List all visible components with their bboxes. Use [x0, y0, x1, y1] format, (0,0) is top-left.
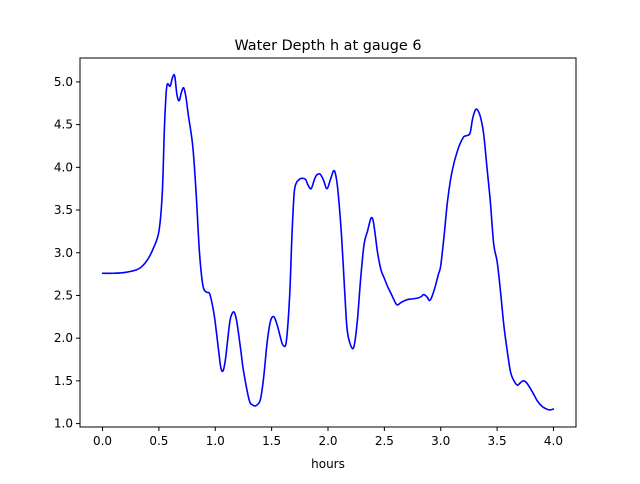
x-tick-label: 0.0 [93, 434, 112, 448]
x-tick-label: 1.0 [206, 434, 225, 448]
x-tick-label: 2.0 [318, 434, 337, 448]
plot-area-frame [79, 57, 577, 428]
x-axis: 0.0 0.5 1.0 1.5 2.0 2.5 3.0 3.5 4.0 [93, 427, 563, 448]
y-tick-label: 3.0 [54, 246, 73, 260]
x-tick-label: 0.5 [149, 434, 168, 448]
y-axis: 1.0 1.5 2.0 2.5 3.0 3.5 4.0 4.5 5.0 [54, 75, 80, 431]
x-tick-label: 1.5 [262, 434, 281, 448]
y-tick-label: 3.5 [54, 203, 73, 217]
y-tick-label: 1.5 [54, 374, 73, 388]
y-tick-label: 5.0 [54, 75, 73, 89]
y-tick-label: 2.0 [54, 331, 73, 345]
x-tick-label: 2.5 [375, 434, 394, 448]
x-tick-label: 4.0 [544, 434, 563, 448]
series-line-water-depth [101, 73, 555, 411]
chart-title: Water Depth h at gauge 6 [234, 38, 421, 54]
y-tick-label: 4.0 [54, 160, 73, 174]
x-tick-label: 3.0 [431, 434, 450, 448]
y-tick-label: 4.5 [54, 118, 73, 132]
x-axis-label: hours [311, 457, 345, 471]
x-tick-label: 3.5 [488, 434, 507, 448]
y-tick-label: 2.5 [54, 288, 73, 302]
y-tick-label: 1.0 [54, 417, 73, 431]
